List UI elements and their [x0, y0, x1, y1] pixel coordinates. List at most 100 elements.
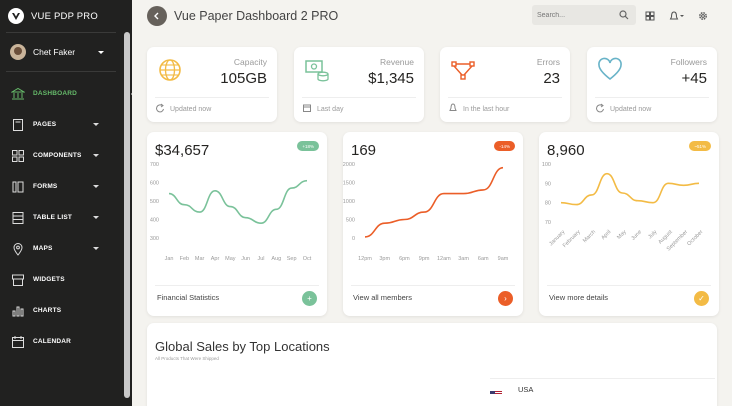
x-tick-label: 12pm: [358, 256, 372, 262]
chart-action-button[interactable]: +: [302, 291, 317, 306]
y-tick-label: 1500: [343, 181, 355, 187]
brand-logo[interactable]: VUE PDP PRO: [0, 0, 132, 32]
sidebar-item-label: CALENDAR: [33, 338, 72, 345]
series-line: [168, 179, 308, 225]
x-tick-label: May: [225, 256, 236, 262]
change-badge: ~51%: [689, 141, 711, 151]
sidebar-item-label: MAPS: [33, 245, 53, 252]
bank-icon: [11, 87, 25, 101]
grid-view-icon[interactable]: [643, 9, 657, 23]
chart-value: 8,960: [547, 142, 585, 159]
y-tick-label: 2000: [343, 162, 355, 168]
x-tick-label: 9am: [498, 256, 509, 262]
sidebar-item-label: CHARTS: [33, 307, 62, 314]
sidebar-item-widgets[interactable]: WIDGETS: [0, 264, 132, 295]
x-tick-label: June: [630, 229, 643, 242]
y-tick-label: 0: [352, 236, 355, 242]
active-indicator: [131, 86, 139, 102]
chart-footer-text: View more details: [549, 293, 609, 302]
sidebar-item-forms[interactable]: FORMS: [0, 171, 132, 202]
x-tick-label: Mar: [195, 256, 205, 262]
user-menu[interactable]: Chet Faker: [0, 33, 132, 71]
sidebar-item-dashboard[interactable]: DASHBOARD: [0, 78, 139, 109]
search-box[interactable]: [532, 5, 636, 25]
sidebar-item-maps[interactable]: MAPS: [0, 233, 132, 264]
x-tick-label: 9pm: [419, 256, 430, 262]
stat-label: Followers: [670, 57, 707, 67]
stat-footer-text: Updated now: [170, 105, 212, 113]
usa-flag-icon: [490, 385, 502, 394]
chevron-down-icon: [93, 123, 99, 126]
sidebar-divider: [6, 71, 116, 72]
x-tick-label: Apr: [211, 256, 220, 262]
settings-gear-icon[interactable]: [696, 9, 710, 23]
stat-footer: In the last hour: [448, 103, 509, 115]
y-tick-label: 90: [545, 181, 551, 187]
heart-icon: [597, 57, 623, 83]
globe-icon: [157, 57, 183, 83]
stat-value: +45: [681, 70, 707, 87]
y-tick-label: 80: [545, 201, 551, 207]
series-line: [364, 166, 504, 238]
divider: [595, 97, 709, 98]
y-tick-label: 300: [150, 236, 159, 242]
search-icon[interactable]: [619, 10, 629, 20]
y-tick-label: 400: [150, 218, 159, 224]
stat-footer: Last day: [302, 103, 343, 115]
sidebar-item-charts[interactable]: CHARTS: [0, 295, 132, 326]
money-icon: [304, 57, 330, 83]
x-tick-label: 12am: [437, 256, 451, 262]
sidebar-item-components[interactable]: COMPONENTS: [0, 140, 132, 171]
stat-value: 23: [543, 70, 560, 87]
chart-footer-text: Financial Statistics: [157, 293, 220, 302]
sidebar-divider: [6, 32, 116, 33]
change-badge: -14%: [494, 141, 515, 151]
stat-card-revenue: Revenue $1,345 Last day: [294, 47, 424, 122]
stat-footer-text: In the last hour: [463, 105, 510, 113]
y-tick-label: 1000: [343, 199, 355, 205]
back-button[interactable]: [147, 6, 167, 26]
y-tick-label: 600: [150, 181, 159, 187]
x-tick-label: Oct: [303, 256, 312, 262]
sidebar-item-calendar[interactable]: CALENDAR: [0, 326, 132, 357]
divider: [547, 285, 711, 286]
global-sales-subtitle: All Products That Were Shipped: [155, 356, 219, 361]
chart-action-button[interactable]: ›: [498, 291, 513, 306]
divider: [351, 285, 515, 286]
stat-card-errors: Errors 23 In the last hour: [440, 47, 570, 122]
x-tick-label: July: [647, 229, 658, 240]
chevron-down-icon: [93, 154, 99, 157]
table-icon: [11, 211, 25, 225]
chart-value: $34,657: [155, 142, 210, 159]
chart-card-3: 8,960 ~51% View more details ✓ 100 90 80 70 J…: [539, 132, 719, 316]
calendar-icon: [11, 335, 25, 349]
stat-value: $1,345: [368, 70, 414, 87]
sidebar-item-label: PAGES: [33, 121, 57, 128]
notifications-button[interactable]: [668, 9, 686, 23]
stat-label: Capacity: [233, 57, 267, 67]
book-icon: [11, 118, 25, 132]
chart-action-button[interactable]: ✓: [694, 291, 709, 306]
sidebar-item-pages[interactable]: PAGES: [0, 109, 132, 140]
x-tick-label: Aug: [271, 256, 281, 262]
chart-value: 169: [351, 142, 377, 159]
stat-label: Errors: [536, 57, 560, 67]
x-tick-label: 3pm: [379, 256, 390, 262]
sidebar-scrollbar[interactable]: [124, 32, 130, 398]
pin-icon: [11, 242, 25, 256]
vue-logo-icon: [8, 8, 24, 24]
chart-footer-text: View all members: [353, 293, 413, 302]
chevron-down-icon: [93, 247, 99, 250]
x-tick-label: Feb: [180, 256, 189, 262]
change-badge: +18%: [297, 141, 319, 151]
x-tick-label: Jul: [257, 256, 264, 262]
sidebar-item-table-list[interactable]: TABLE LIST: [0, 202, 132, 233]
chart-icon: [11, 304, 25, 318]
search-input[interactable]: [537, 11, 619, 19]
x-tick-label: 3am: [458, 256, 469, 262]
stat-label: Revenue: [379, 57, 414, 67]
chevron-down-icon: [93, 216, 99, 219]
x-tick-label: Jun: [241, 256, 250, 262]
grid-icon: [11, 149, 25, 163]
